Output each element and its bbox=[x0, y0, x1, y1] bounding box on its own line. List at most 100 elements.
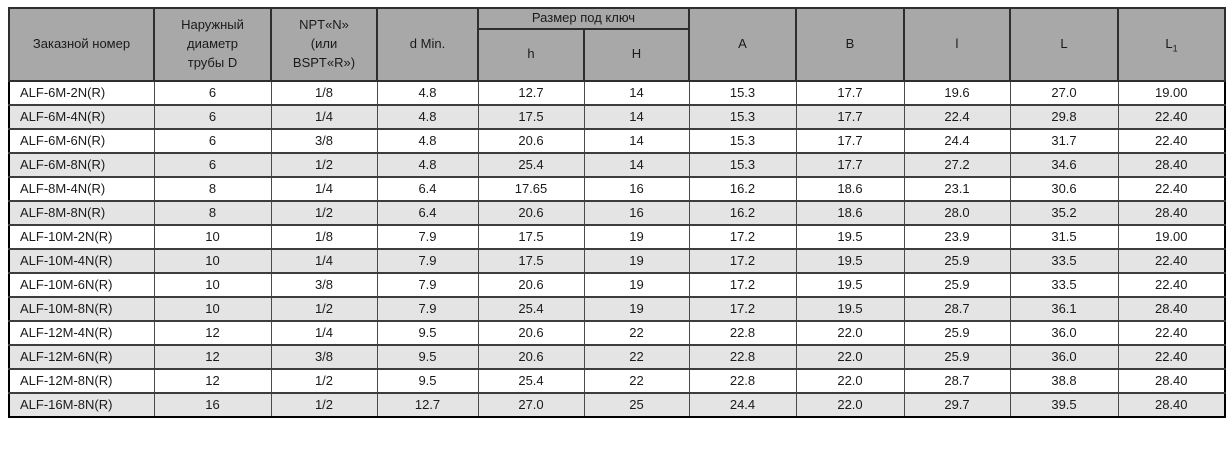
col-header-order-number: Заказной номер bbox=[8, 7, 155, 82]
cell-value: 22.0 bbox=[795, 343, 905, 370]
table-body: ALF-6M-2N(R) 6 1/8 4.8 12.7 14 15.3 17.7 19.6 27.… bbox=[8, 79, 1226, 418]
table-row: ALF-12M-8N(R) 12 1/2 9.5 25.4 22 22.8 22.0 28.7 3… bbox=[8, 367, 1226, 394]
cell-order-number: ALF-10M-6N(R) bbox=[8, 271, 155, 298]
cell-value: 17.2 bbox=[688, 223, 797, 250]
col-header-h-small: h bbox=[477, 27, 585, 82]
cell-value: 25.4 bbox=[477, 151, 585, 178]
cell-value: 29.8 bbox=[1009, 103, 1119, 130]
cell-value: 22.0 bbox=[795, 319, 905, 346]
cell-value: 6 bbox=[153, 79, 272, 106]
cell-value: 12 bbox=[153, 343, 272, 370]
cell-value: 28.40 bbox=[1117, 367, 1226, 394]
cell-value: 36.0 bbox=[1009, 319, 1119, 346]
cell-value: 22.40 bbox=[1117, 175, 1226, 202]
cell-value: 34.6 bbox=[1009, 151, 1119, 178]
cell-value: 28.7 bbox=[903, 367, 1011, 394]
cell-order-number: ALF-8M-4N(R) bbox=[8, 175, 155, 202]
cell-value: 9.5 bbox=[376, 319, 479, 346]
cell-value: 12 bbox=[153, 367, 272, 394]
cell-order-number: ALF-10M-8N(R) bbox=[8, 295, 155, 322]
cell-value: 22 bbox=[583, 319, 690, 346]
table-row: ALF-12M-6N(R) 12 3/8 9.5 20.6 22 22.8 22.0 25.9 3… bbox=[8, 343, 1226, 370]
cell-value: 7.9 bbox=[376, 247, 479, 274]
cell-order-number: ALF-12M-8N(R) bbox=[8, 367, 155, 394]
cell-value: 31.5 bbox=[1009, 223, 1119, 250]
col-header-outer-diameter: Наружный диаметр трубы D bbox=[153, 7, 272, 82]
cell-value: 17.2 bbox=[688, 295, 797, 322]
cell-value: 10 bbox=[153, 295, 272, 322]
cell-value: 1/2 bbox=[270, 391, 378, 418]
cell-value: 28.7 bbox=[903, 295, 1011, 322]
cell-value: 19.6 bbox=[903, 79, 1011, 106]
table-header: Заказной номер Наружный диаметр трубы D … bbox=[8, 7, 1226, 82]
cell-value: 1/4 bbox=[270, 103, 378, 130]
cell-value: 22.0 bbox=[795, 367, 905, 394]
cell-value: 12.7 bbox=[376, 391, 479, 418]
cell-value: 6.4 bbox=[376, 175, 479, 202]
cell-value: 27.0 bbox=[1009, 79, 1119, 106]
cell-value: 7.9 bbox=[376, 271, 479, 298]
cell-value: 1/2 bbox=[270, 199, 378, 226]
cell-value: 36.1 bbox=[1009, 295, 1119, 322]
cell-value: 19 bbox=[583, 295, 690, 322]
cell-value: 22 bbox=[583, 343, 690, 370]
col-header-l1: L1 bbox=[1117, 7, 1226, 82]
cell-value: 1/2 bbox=[270, 295, 378, 322]
cell-value: 36.0 bbox=[1009, 343, 1119, 370]
cell-value: 14 bbox=[583, 79, 690, 106]
cell-value: 25.9 bbox=[903, 319, 1011, 346]
col-header-d-min: d Min. bbox=[376, 7, 479, 82]
cell-value: 1/2 bbox=[270, 151, 378, 178]
cell-value: 17.7 bbox=[795, 79, 905, 106]
col-header-b: B bbox=[795, 7, 905, 82]
table-row: ALF-10M-4N(R) 10 1/4 7.9 17.5 19 17.2 19.5 25.9 3… bbox=[8, 247, 1226, 274]
col-header-wrench-size-group: Размер под ключ bbox=[477, 7, 690, 30]
cell-value: 28.40 bbox=[1117, 199, 1226, 226]
cell-order-number: ALF-12M-6N(R) bbox=[8, 343, 155, 370]
cell-value: 25.9 bbox=[903, 271, 1011, 298]
l1-base: L bbox=[1165, 36, 1173, 51]
cell-value: 29.7 bbox=[903, 391, 1011, 418]
cell-order-number: ALF-12M-4N(R) bbox=[8, 319, 155, 346]
cell-value: 24.4 bbox=[903, 127, 1011, 154]
table-row: ALF-10M-6N(R) 10 3/8 7.9 20.6 19 17.2 19.5 25.9 3… bbox=[8, 271, 1226, 298]
cell-value: 19.00 bbox=[1117, 223, 1226, 250]
cell-value: 19.5 bbox=[795, 223, 905, 250]
cell-value: 7.9 bbox=[376, 223, 479, 250]
cell-value: 22.8 bbox=[688, 319, 797, 346]
cell-value: 23.1 bbox=[903, 175, 1011, 202]
cell-value: 17.65 bbox=[477, 175, 585, 202]
cell-value: 10 bbox=[153, 247, 272, 274]
l1-subscript: 1 bbox=[1172, 43, 1178, 54]
cell-value: 8 bbox=[153, 199, 272, 226]
cell-value: 24.4 bbox=[688, 391, 797, 418]
cell-value: 19 bbox=[583, 247, 690, 274]
cell-value: 28.40 bbox=[1117, 295, 1226, 322]
cell-value: 28.40 bbox=[1117, 391, 1226, 418]
cell-value: 19 bbox=[583, 271, 690, 298]
cell-value: 1/4 bbox=[270, 175, 378, 202]
table-row: ALF-6M-6N(R) 6 3/8 4.8 20.6 14 15.3 17.7 24.4 31.… bbox=[8, 127, 1226, 154]
col-header-a: A bbox=[688, 7, 797, 82]
cell-value: 7.9 bbox=[376, 295, 479, 322]
col-header-npt: NPT«N» (или BSPT«R») bbox=[270, 7, 378, 82]
cell-value: 25.9 bbox=[903, 247, 1011, 274]
cell-order-number: ALF-8M-8N(R) bbox=[8, 199, 155, 226]
cell-order-number: ALF-6M-6N(R) bbox=[8, 127, 155, 154]
cell-value: 17.7 bbox=[795, 103, 905, 130]
table-row: ALF-6M-8N(R) 6 1/2 4.8 25.4 14 15.3 17.7 27.2 34.… bbox=[8, 151, 1226, 178]
cell-value: 25.9 bbox=[903, 343, 1011, 370]
cell-value: 22.40 bbox=[1117, 271, 1226, 298]
cell-value: 38.8 bbox=[1009, 367, 1119, 394]
cell-value: 3/8 bbox=[270, 343, 378, 370]
cell-value: 4.8 bbox=[376, 151, 479, 178]
cell-value: 17.5 bbox=[477, 223, 585, 250]
cell-value: 39.5 bbox=[1009, 391, 1119, 418]
cell-value: 18.6 bbox=[795, 199, 905, 226]
cell-value: 14 bbox=[583, 151, 690, 178]
cell-value: 16 bbox=[583, 175, 690, 202]
cell-value: 16 bbox=[583, 199, 690, 226]
cell-value: 1/4 bbox=[270, 247, 378, 274]
cell-value: 18.6 bbox=[795, 175, 905, 202]
cell-value: 4.8 bbox=[376, 103, 479, 130]
